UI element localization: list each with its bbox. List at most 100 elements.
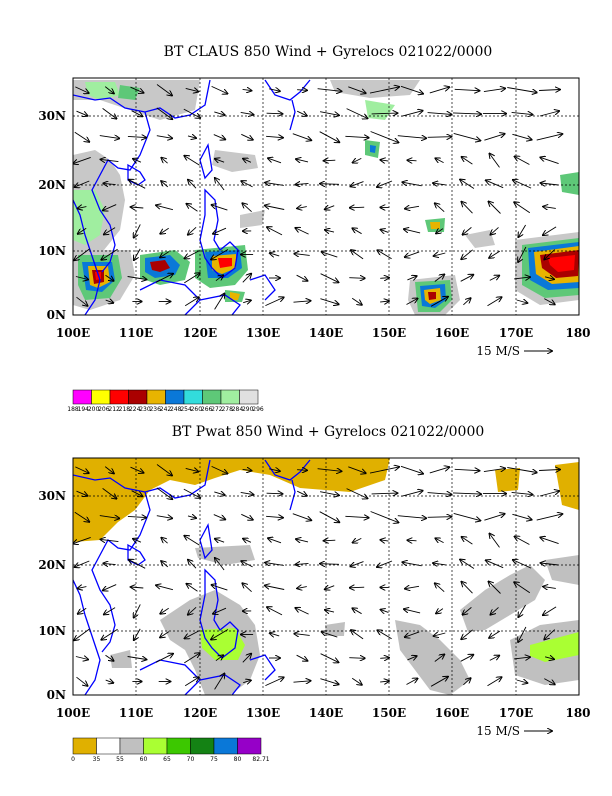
- x-tick-label: 160E: [435, 326, 469, 340]
- wind-vector: [381, 160, 389, 161]
- x-tick-label: 120E: [183, 706, 217, 720]
- wind-vector: [351, 630, 363, 639]
- wind-vector: [320, 184, 339, 185]
- x-tick-label: 110E: [119, 706, 153, 720]
- wind-vector: [265, 586, 284, 590]
- wind-vector: [349, 278, 364, 279]
- x-tick-label: 140E: [309, 706, 343, 720]
- wind-vector: [324, 160, 336, 161]
- wind-vector: [463, 227, 472, 234]
- wind-vector: [380, 278, 389, 279]
- wind-vector: [490, 656, 499, 661]
- wind-vector: [161, 538, 167, 543]
- panel-2-yticks: 0N 10N 20N 30N: [38, 489, 66, 702]
- wind-vector: [266, 136, 283, 137]
- reference-vector-label: 15 M/S: [476, 724, 520, 738]
- wind-vector: [241, 514, 252, 519]
- wind-vector: [428, 517, 452, 518]
- y-tick-label: 30N: [38, 489, 66, 503]
- wind-vector: [156, 205, 173, 209]
- y-tick-label: 20N: [38, 558, 66, 572]
- wind-vector: [543, 207, 556, 209]
- wind-vector: [381, 540, 389, 541]
- y-tick-label: 20N: [38, 178, 66, 192]
- wind-vector: [408, 540, 417, 541]
- wind-vector: [76, 657, 88, 660]
- wind-vector: [104, 608, 115, 615]
- colorbar-swatch: [203, 390, 222, 404]
- wind-vector: [543, 587, 556, 589]
- wind-vector: [320, 492, 339, 496]
- wind-vector: [241, 181, 252, 187]
- wind-vector: [461, 655, 474, 662]
- wind-vector: [269, 89, 280, 91]
- wind-vector: [134, 604, 141, 617]
- wind-vector: [433, 563, 446, 565]
- wind-vector: [462, 202, 473, 213]
- wind-vector: [404, 229, 420, 233]
- wind-vector: [241, 112, 254, 114]
- wind-vector: [484, 88, 505, 91]
- wind-vector: [433, 183, 446, 185]
- wind-vector: [401, 111, 422, 117]
- wind-vector: [267, 113, 283, 114]
- panel-2-xticks: 100E 110E 120E 130E 140E 150E 160E 170E …: [56, 706, 591, 720]
- wind-vector: [512, 514, 531, 519]
- wind-vector: [161, 561, 168, 567]
- wind-vector: [74, 629, 90, 640]
- wind-vector: [428, 113, 452, 115]
- wind-vector: [265, 677, 283, 685]
- wind-vector: [241, 134, 252, 139]
- wind-vector: [484, 514, 504, 520]
- wind-vector: [188, 227, 196, 234]
- colorbar-swatch: [110, 390, 129, 404]
- wind-vector: [161, 181, 168, 187]
- wind-vector: [134, 224, 141, 237]
- x-tick-label: 100E: [56, 326, 90, 340]
- wind-vector: [539, 90, 560, 91]
- wind-vector: [490, 154, 500, 168]
- wind-vector: [351, 182, 364, 187]
- wind-vector: [488, 677, 502, 686]
- wind-vector: [242, 203, 251, 211]
- colorbar-swatch: [144, 738, 168, 754]
- wind-vector: [377, 181, 392, 187]
- wind-vector: [75, 561, 90, 567]
- wind-vector: [507, 88, 536, 93]
- colorbar-label: 60: [140, 756, 148, 763]
- wind-vector: [297, 655, 308, 661]
- wind-vector: [320, 132, 340, 143]
- wind-vector: [320, 564, 339, 565]
- wind-vector: [296, 539, 308, 542]
- wind-vector: [540, 491, 559, 496]
- wind-vector: [345, 516, 368, 517]
- wind-vector: [214, 515, 225, 520]
- reference-vector-label: 15 M/S: [476, 344, 520, 358]
- wind-vector: [297, 90, 307, 91]
- panel-2-title: BT Pwat 850 Wind + Gyrelocs 021022/0000: [172, 424, 485, 440]
- wind-vector: [453, 113, 481, 114]
- wind-vector: [380, 301, 389, 302]
- colorbar-label: 35: [93, 756, 101, 763]
- wind-vector: [377, 561, 392, 567]
- wind-vector: [243, 300, 251, 302]
- wind-vector: [490, 276, 499, 281]
- wind-vector: [265, 206, 284, 210]
- wind-vector: [455, 89, 480, 90]
- wind-vector: [324, 540, 336, 541]
- wind-vector: [428, 493, 452, 495]
- wind-vector: [103, 585, 116, 591]
- wind-vector: [214, 135, 225, 140]
- wind-vector: [434, 633, 446, 636]
- wind-vector: [185, 677, 199, 685]
- wind-vector: [267, 607, 282, 615]
- wind-vector: [161, 158, 167, 163]
- wind-vector: [381, 230, 389, 233]
- wind-vector: [434, 253, 446, 256]
- wind-vector: [188, 516, 196, 518]
- panel-2-field: [73, 458, 579, 695]
- wind-vector: [517, 300, 528, 303]
- colorbar-swatch: [238, 738, 262, 754]
- wind-vector: [212, 585, 228, 590]
